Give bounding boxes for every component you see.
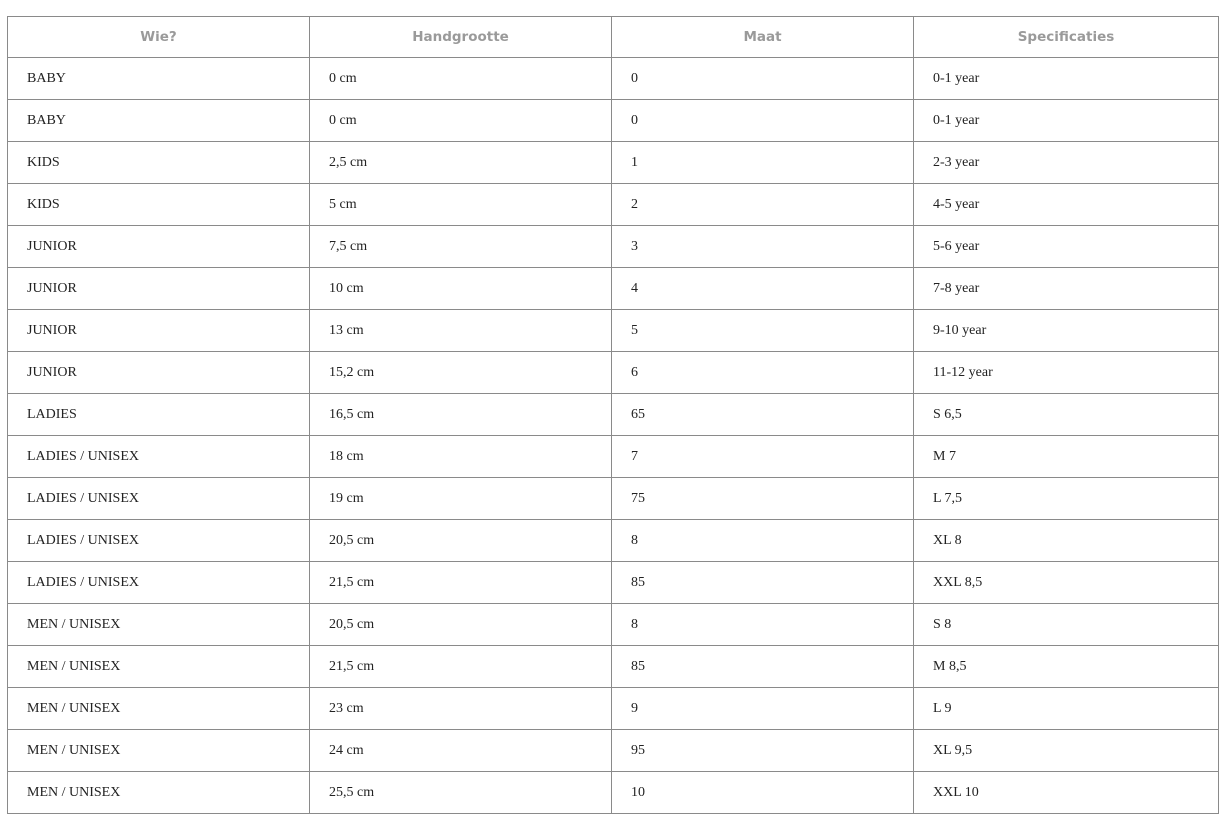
header-maat: Maat bbox=[611, 16, 914, 58]
cell-wie: MEN / UNISEX bbox=[7, 645, 310, 688]
cell-maat: 85 bbox=[611, 561, 914, 604]
cell-wie: JUNIOR bbox=[7, 351, 310, 394]
cell-specificaties: 5-6 year bbox=[913, 225, 1219, 268]
table-row: BABY 0 cm 0 0-1 year bbox=[7, 99, 1219, 142]
cell-maat: 2 bbox=[611, 183, 914, 226]
cell-handgrootte: 21,5 cm bbox=[309, 645, 612, 688]
table-row: BABY 0 cm 0 0-1 year bbox=[7, 57, 1219, 100]
cell-maat: 6 bbox=[611, 351, 914, 394]
cell-maat: 7 bbox=[611, 435, 914, 478]
cell-handgrootte: 25,5 cm bbox=[309, 771, 612, 814]
cell-wie: KIDS bbox=[7, 183, 310, 226]
header-wie: Wie? bbox=[7, 16, 310, 58]
size-chart-table: Wie? Handgrootte Maat Specificaties BABY… bbox=[7, 16, 1219, 814]
cell-handgrootte: 24 cm bbox=[309, 729, 612, 772]
cell-wie: LADIES bbox=[7, 393, 310, 436]
cell-wie: JUNIOR bbox=[7, 225, 310, 268]
table-row: LADIES 16,5 cm 65 S 6,5 bbox=[7, 393, 1219, 436]
cell-specificaties: 0-1 year bbox=[913, 99, 1219, 142]
cell-specificaties: S 6,5 bbox=[913, 393, 1219, 436]
cell-handgrootte: 0 cm bbox=[309, 99, 612, 142]
header-row: Wie? Handgrootte Maat Specificaties bbox=[7, 16, 1219, 58]
table-row: JUNIOR 13 cm 5 9-10 year bbox=[7, 309, 1219, 352]
cell-wie: MEN / UNISEX bbox=[7, 729, 310, 772]
cell-handgrootte: 0 cm bbox=[309, 57, 612, 100]
cell-maat: 85 bbox=[611, 645, 914, 688]
cell-specificaties: 0-1 year bbox=[913, 57, 1219, 100]
cell-wie: LADIES / UNISEX bbox=[7, 435, 310, 478]
table-row: JUNIOR 10 cm 4 7-8 year bbox=[7, 267, 1219, 310]
cell-specificaties: 11-12 year bbox=[913, 351, 1219, 394]
cell-specificaties: L 7,5 bbox=[913, 477, 1219, 520]
cell-specificaties: M 8,5 bbox=[913, 645, 1219, 688]
cell-handgrootte: 19 cm bbox=[309, 477, 612, 520]
table-row: LADIES / UNISEX 20,5 cm 8 XL 8 bbox=[7, 519, 1219, 562]
cell-specificaties: XL 9,5 bbox=[913, 729, 1219, 772]
table-row: MEN / UNISEX 23 cm 9 L 9 bbox=[7, 687, 1219, 730]
cell-handgrootte: 20,5 cm bbox=[309, 603, 612, 646]
cell-handgrootte: 2,5 cm bbox=[309, 141, 612, 184]
cell-handgrootte: 20,5 cm bbox=[309, 519, 612, 562]
cell-wie: JUNIOR bbox=[7, 309, 310, 352]
cell-handgrootte: 7,5 cm bbox=[309, 225, 612, 268]
cell-maat: 65 bbox=[611, 393, 914, 436]
cell-wie: LADIES / UNISEX bbox=[7, 561, 310, 604]
table-row: LADIES / UNISEX 18 cm 7 M 7 bbox=[7, 435, 1219, 478]
cell-maat: 8 bbox=[611, 519, 914, 562]
cell-handgrootte: 18 cm bbox=[309, 435, 612, 478]
cell-maat: 0 bbox=[611, 57, 914, 100]
table-row: JUNIOR 7,5 cm 3 5-6 year bbox=[7, 225, 1219, 268]
cell-specificaties: 4-5 year bbox=[913, 183, 1219, 226]
cell-specificaties: XXL 10 bbox=[913, 771, 1219, 814]
table-row: MEN / UNISEX 20,5 cm 8 S 8 bbox=[7, 603, 1219, 646]
cell-maat: 3 bbox=[611, 225, 914, 268]
header-specificaties: Specificaties bbox=[913, 16, 1219, 58]
table-row: MEN / UNISEX 21,5 cm 85 M 8,5 bbox=[7, 645, 1219, 688]
cell-handgrootte: 10 cm bbox=[309, 267, 612, 310]
cell-handgrootte: 23 cm bbox=[309, 687, 612, 730]
cell-maat: 75 bbox=[611, 477, 914, 520]
table-row: LADIES / UNISEX 21,5 cm 85 XXL 8,5 bbox=[7, 561, 1219, 604]
cell-maat: 4 bbox=[611, 267, 914, 310]
cell-handgrootte: 15,2 cm bbox=[309, 351, 612, 394]
cell-wie: BABY bbox=[7, 57, 310, 100]
table-header: Wie? Handgrootte Maat Specificaties bbox=[7, 16, 1219, 58]
cell-wie: MEN / UNISEX bbox=[7, 771, 310, 814]
cell-specificaties: 7-8 year bbox=[913, 267, 1219, 310]
cell-specificaties: XL 8 bbox=[913, 519, 1219, 562]
cell-specificaties: XXL 8,5 bbox=[913, 561, 1219, 604]
cell-maat: 5 bbox=[611, 309, 914, 352]
cell-handgrootte: 16,5 cm bbox=[309, 393, 612, 436]
table-row: KIDS 5 cm 2 4-5 year bbox=[7, 183, 1219, 226]
table-body: BABY 0 cm 0 0-1 year BABY 0 cm 0 0-1 year KIDS 2,… bbox=[7, 57, 1219, 814]
cell-wie: JUNIOR bbox=[7, 267, 310, 310]
cell-specificaties: S 8 bbox=[913, 603, 1219, 646]
cell-specificaties: M 7 bbox=[913, 435, 1219, 478]
cell-specificaties: 9-10 year bbox=[913, 309, 1219, 352]
table-row: MEN / UNISEX 25,5 cm 10 XXL 10 bbox=[7, 771, 1219, 814]
cell-wie: MEN / UNISEX bbox=[7, 603, 310, 646]
cell-wie: LADIES / UNISEX bbox=[7, 519, 310, 562]
cell-maat: 8 bbox=[611, 603, 914, 646]
cell-handgrootte: 13 cm bbox=[309, 309, 612, 352]
cell-handgrootte: 21,5 cm bbox=[309, 561, 612, 604]
cell-specificaties: L 9 bbox=[913, 687, 1219, 730]
header-handgrootte: Handgrootte bbox=[309, 16, 612, 58]
cell-wie: LADIES / UNISEX bbox=[7, 477, 310, 520]
cell-wie: BABY bbox=[7, 99, 310, 142]
table-row: LADIES / UNISEX 19 cm 75 L 7,5 bbox=[7, 477, 1219, 520]
cell-maat: 0 bbox=[611, 99, 914, 142]
table-row: MEN / UNISEX 24 cm 95 XL 9,5 bbox=[7, 729, 1219, 772]
cell-maat: 95 bbox=[611, 729, 914, 772]
cell-maat: 9 bbox=[611, 687, 914, 730]
cell-handgrootte: 5 cm bbox=[309, 183, 612, 226]
cell-wie: KIDS bbox=[7, 141, 310, 184]
cell-maat: 10 bbox=[611, 771, 914, 814]
cell-specificaties: 2-3 year bbox=[913, 141, 1219, 184]
cell-wie: MEN / UNISEX bbox=[7, 687, 310, 730]
table-row: JUNIOR 15,2 cm 6 11-12 year bbox=[7, 351, 1219, 394]
cell-maat: 1 bbox=[611, 141, 914, 184]
table-row: KIDS 2,5 cm 1 2-3 year bbox=[7, 141, 1219, 184]
